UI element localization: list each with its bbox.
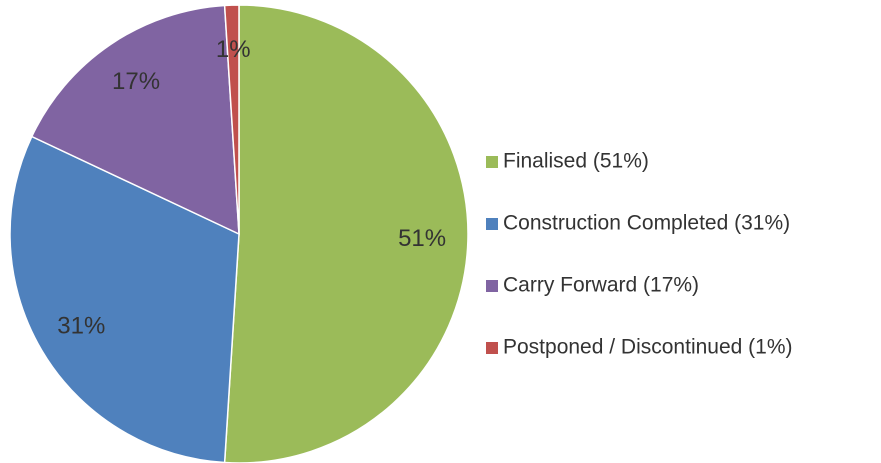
slice-label: 31%	[57, 313, 105, 340]
legend-label: Construction Completed (31%)	[503, 212, 790, 235]
legend-swatch	[486, 280, 498, 292]
slice-label: 51%	[398, 225, 446, 252]
legend-label: Carry Forward (17%)	[503, 274, 699, 297]
legend-label: Finalised (51%)	[503, 150, 649, 173]
pie-slice	[30, 4, 240, 236]
slice-label: 17%	[112, 68, 160, 95]
pie-slice	[223, 4, 240, 235]
legend-swatch	[486, 218, 498, 230]
legend-label: Postponed / Discontinued (1%)	[503, 336, 793, 359]
legend-swatch	[486, 156, 498, 168]
slice-label: 1%	[216, 36, 251, 63]
legend-swatch	[486, 342, 498, 354]
pie-slice	[9, 135, 240, 463]
pie-slice	[223, 4, 469, 463]
